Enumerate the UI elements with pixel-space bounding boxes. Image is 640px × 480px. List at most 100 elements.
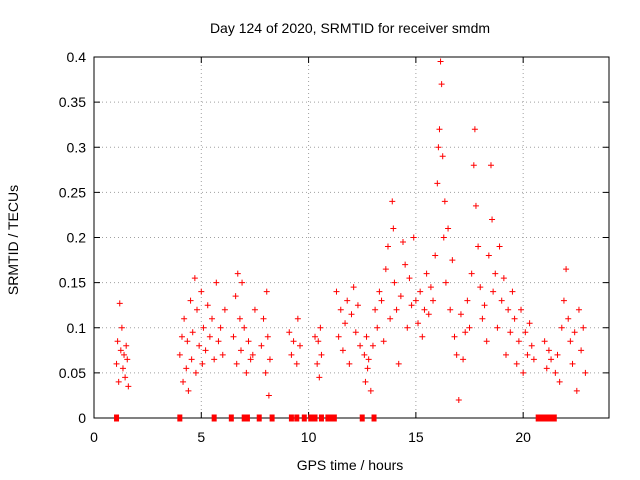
data-point	[342, 320, 349, 327]
data-point	[187, 297, 194, 304]
data-point	[288, 351, 295, 358]
data-point	[374, 324, 381, 331]
data-point	[556, 378, 563, 385]
data-point	[505, 306, 512, 313]
data-point	[496, 243, 503, 250]
data-point	[520, 369, 527, 376]
data-point	[361, 351, 368, 358]
y-tick-label: 0.35	[59, 94, 86, 110]
data-point	[181, 315, 188, 322]
data-point	[357, 342, 364, 349]
x-tick-label: 10	[301, 429, 317, 445]
data-point	[578, 347, 585, 354]
data-point	[117, 347, 124, 354]
x-tick-label: 0	[90, 429, 98, 445]
data-point	[232, 293, 239, 300]
data-point	[318, 351, 325, 358]
data-point	[464, 297, 471, 304]
data-point	[393, 306, 400, 313]
data-point	[119, 365, 126, 372]
data-point	[427, 284, 434, 291]
data-point	[176, 351, 183, 358]
data-point	[419, 333, 426, 340]
x-tick-label: 15	[408, 429, 424, 445]
data-point	[245, 338, 252, 345]
data-point	[432, 252, 439, 259]
data-point	[178, 333, 185, 340]
zero-marker	[371, 414, 377, 422]
data-point	[196, 342, 203, 349]
data-point	[500, 275, 507, 282]
data-point	[221, 306, 228, 313]
data-point	[198, 288, 205, 295]
data-point	[115, 378, 122, 385]
data-point	[481, 302, 488, 309]
data-point	[558, 324, 565, 331]
data-point	[354, 302, 361, 309]
data-point	[406, 275, 413, 282]
data-point	[297, 342, 303, 349]
data-markers	[113, 58, 589, 422]
x-tick-label: 20	[515, 429, 531, 445]
zero-marker	[294, 414, 300, 422]
x-tick-label: 5	[197, 429, 205, 445]
data-point	[185, 387, 192, 394]
data-point	[545, 347, 552, 354]
data-point	[290, 338, 297, 345]
data-point	[445, 225, 452, 232]
data-point	[367, 387, 374, 394]
data-point	[503, 351, 509, 358]
data-point	[507, 329, 514, 336]
data-point	[483, 338, 490, 345]
data-point	[362, 378, 369, 385]
data-point	[230, 333, 237, 340]
y-tick-label: 0.3	[67, 139, 87, 155]
data-point	[114, 338, 121, 345]
data-point	[243, 369, 250, 376]
zero-marker	[256, 414, 262, 422]
data-point	[184, 338, 191, 345]
data-point	[202, 347, 209, 354]
data-point	[352, 329, 359, 336]
data-point	[346, 360, 353, 367]
data-point	[122, 374, 129, 381]
data-point	[189, 329, 196, 336]
data-point	[400, 239, 406, 246]
data-point	[573, 387, 580, 394]
data-point	[397, 293, 404, 300]
data-point	[436, 126, 443, 133]
data-point	[438, 81, 445, 88]
data-point	[183, 365, 190, 372]
data-point	[494, 324, 501, 331]
data-point	[425, 311, 432, 318]
zero-marker	[228, 414, 234, 422]
data-point	[412, 297, 419, 304]
data-point	[404, 324, 411, 331]
data-point	[369, 342, 376, 349]
data-point	[457, 311, 464, 318]
data-point	[204, 302, 211, 309]
data-point	[470, 162, 477, 169]
zero-marker	[177, 414, 183, 422]
data-point	[530, 356, 537, 363]
data-point	[417, 288, 424, 295]
y-tick-label: 0.4	[67, 49, 87, 65]
data-point	[489, 216, 496, 223]
data-point	[233, 360, 240, 367]
data-point	[237, 347, 244, 354]
data-point	[490, 288, 497, 295]
data-point	[580, 324, 587, 331]
data-point	[200, 324, 207, 331]
data-point	[317, 324, 324, 331]
zero-marker	[211, 414, 217, 422]
data-point	[315, 338, 322, 345]
zero-marker	[288, 414, 294, 422]
data-point	[552, 369, 559, 376]
data-point	[575, 306, 582, 313]
data-point	[477, 284, 484, 291]
data-point	[312, 333, 319, 340]
data-point	[191, 275, 198, 282]
y-tick-label: 0	[78, 410, 86, 426]
data-point	[511, 315, 518, 322]
data-point	[363, 333, 370, 340]
